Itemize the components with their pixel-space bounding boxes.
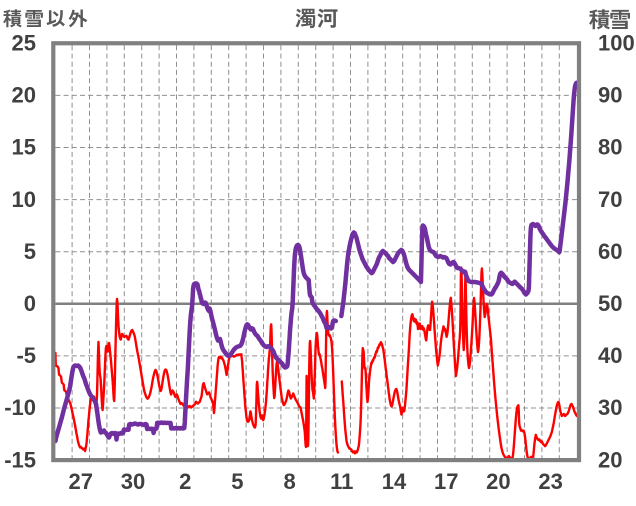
svg-text:70: 70: [598, 187, 622, 212]
svg-text:-15: -15: [4, 447, 36, 472]
svg-text:80: 80: [598, 135, 622, 160]
svg-text:5: 5: [24, 239, 36, 264]
svg-text:11: 11: [330, 469, 353, 494]
svg-text:-10: -10: [4, 395, 36, 420]
svg-text:15: 15: [12, 135, 36, 160]
svg-text:50: 50: [598, 291, 622, 316]
svg-text:30: 30: [598, 395, 622, 420]
svg-text:60: 60: [598, 239, 622, 264]
svg-text:2: 2: [179, 469, 191, 494]
svg-text:100: 100: [598, 31, 635, 56]
svg-text:20: 20: [486, 469, 510, 494]
svg-text:30: 30: [121, 469, 145, 494]
svg-text:20: 20: [12, 83, 36, 108]
svg-text:14: 14: [382, 469, 407, 494]
svg-text:17: 17: [434, 469, 458, 494]
svg-text:0: 0: [24, 291, 36, 316]
svg-text:40: 40: [598, 343, 622, 368]
svg-text:10: 10: [12, 187, 36, 212]
svg-text:90: 90: [598, 83, 622, 108]
svg-text:-5: -5: [16, 343, 36, 368]
svg-text:27: 27: [69, 469, 93, 494]
svg-text:25: 25: [12, 31, 36, 56]
svg-text:5: 5: [231, 469, 243, 494]
svg-text:20: 20: [598, 447, 622, 472]
svg-text:8: 8: [283, 469, 295, 494]
svg-text:23: 23: [538, 469, 562, 494]
